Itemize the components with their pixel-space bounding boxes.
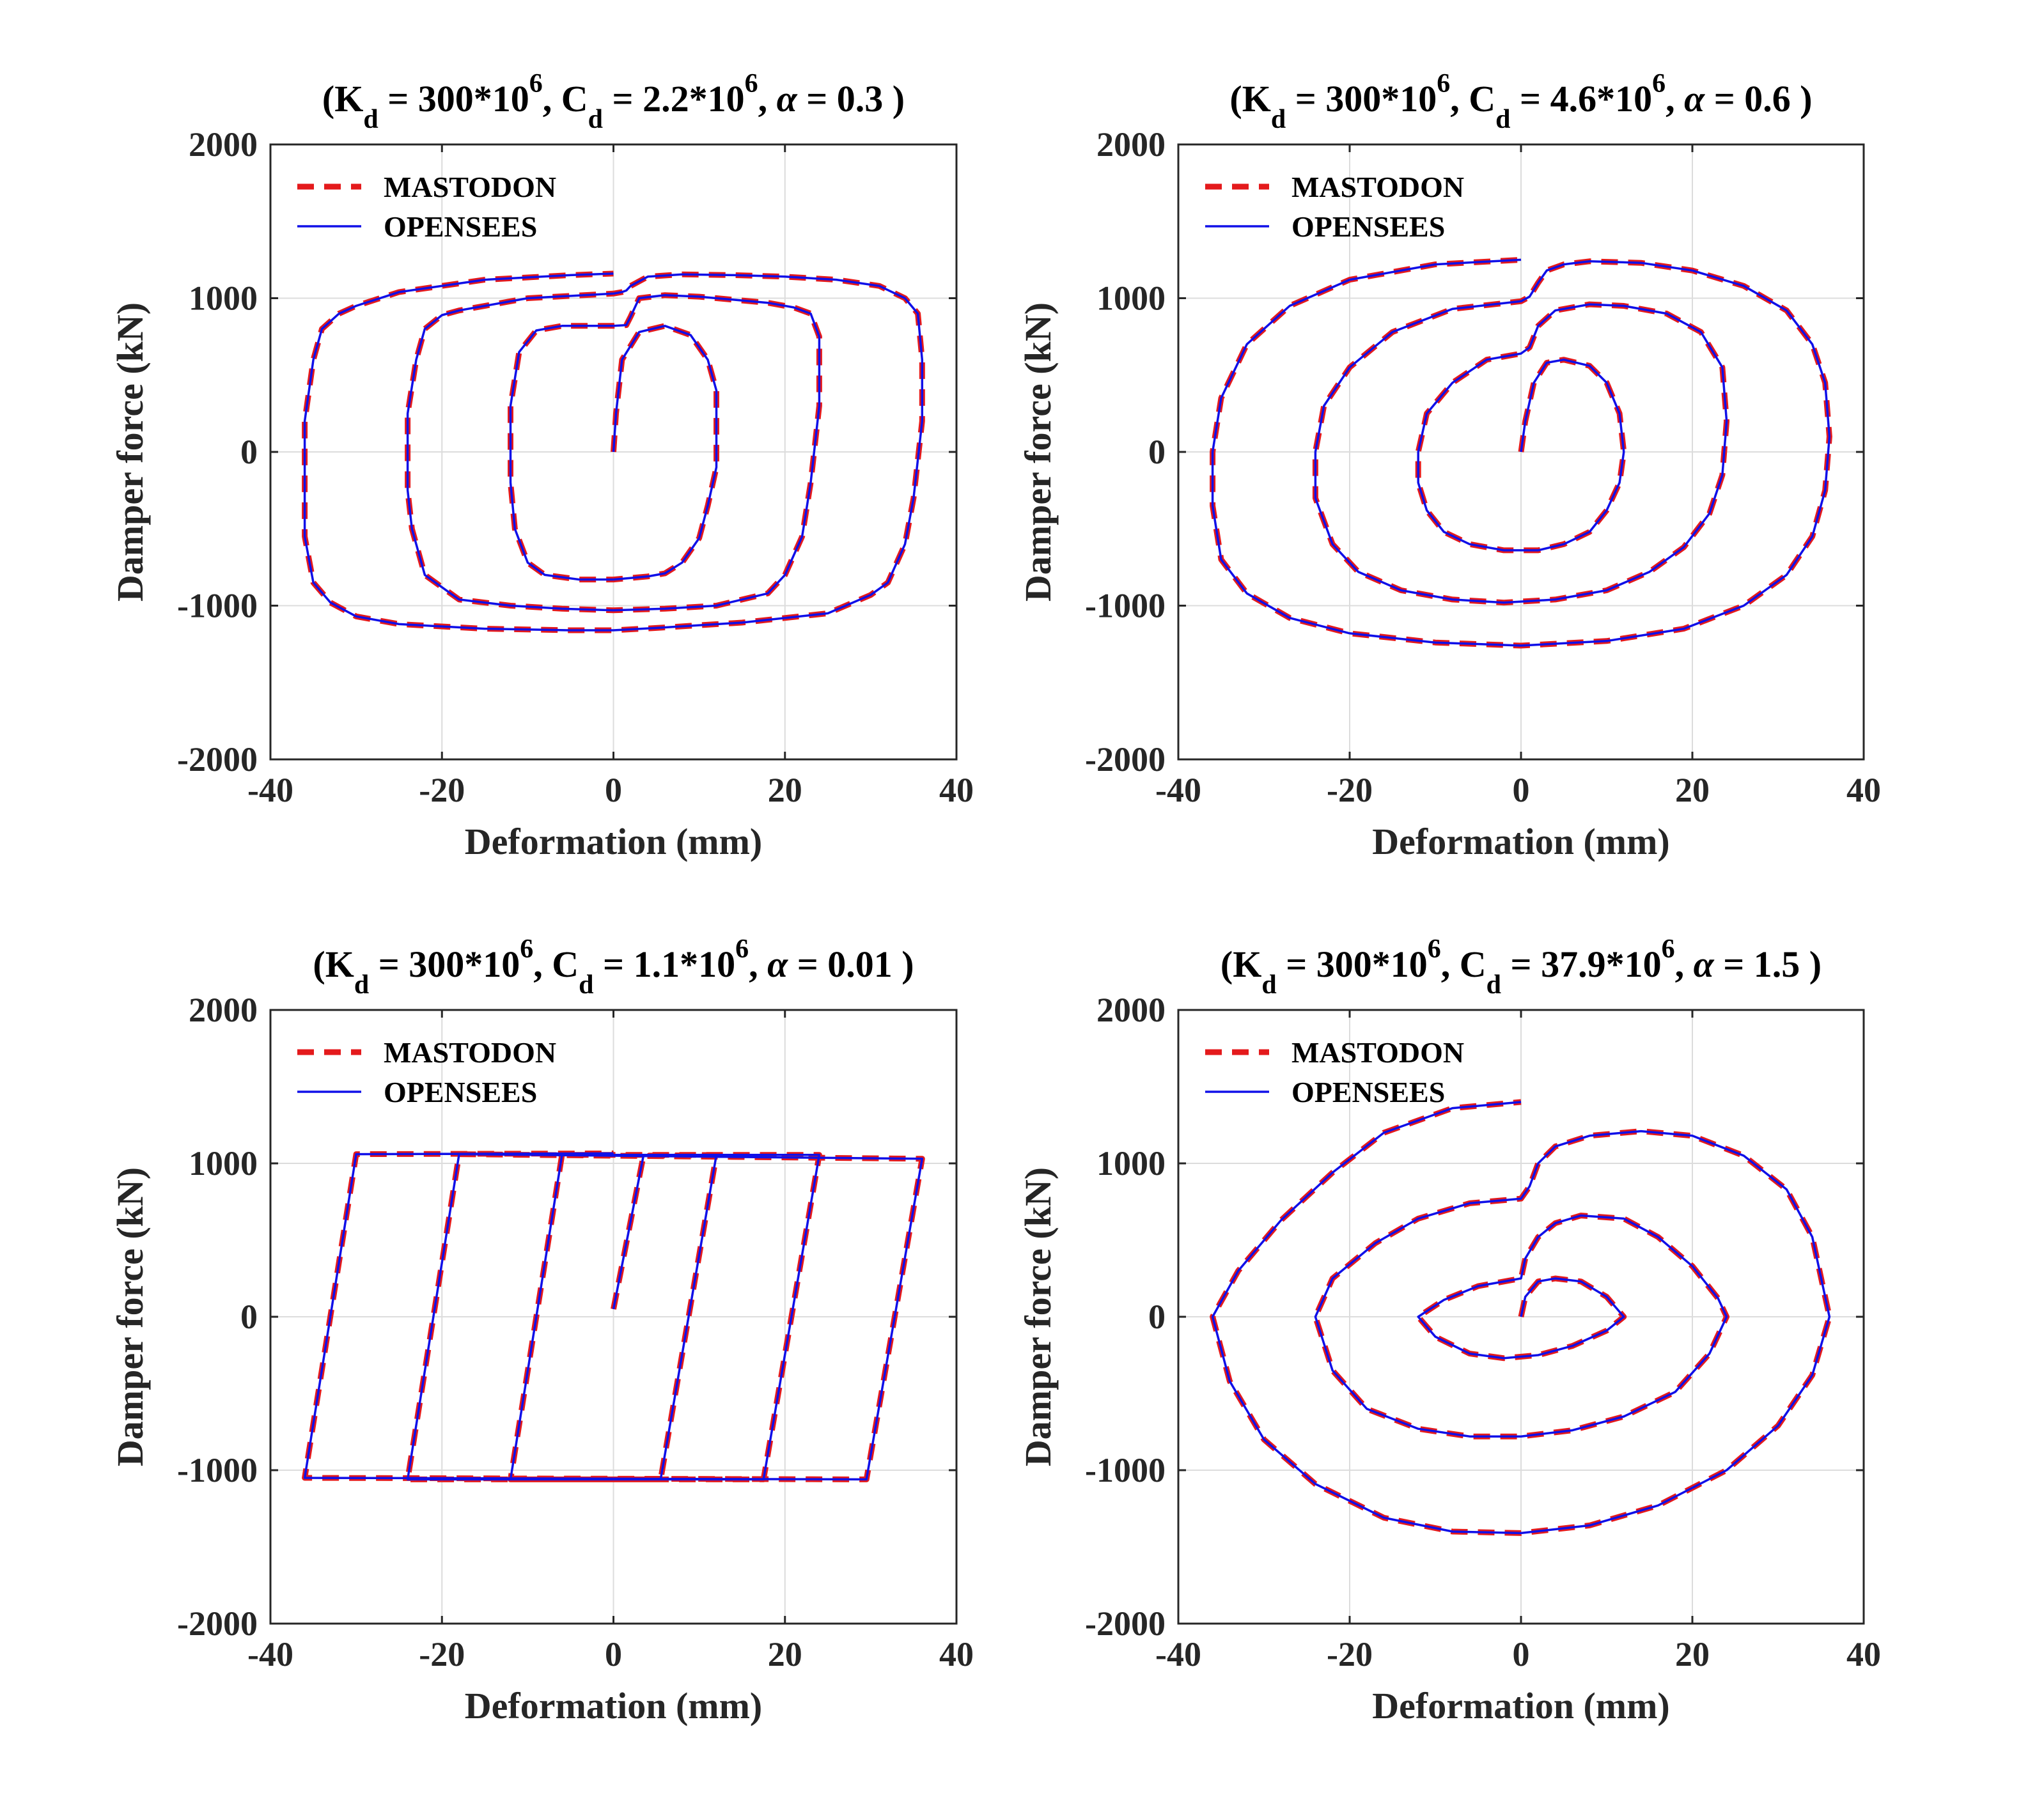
y-tick-label: 2000: [189, 991, 258, 1029]
legend-label-mastodon: MASTODON: [1291, 171, 1464, 203]
y-tick-label: 1000: [189, 1144, 258, 1183]
x-axis-label: Deformation (mm): [465, 821, 762, 862]
legend-label-mastodon: MASTODON: [384, 1036, 556, 1069]
x-tick-label: 40: [939, 771, 974, 809]
y-tick-label: 2000: [1096, 991, 1166, 1029]
panel-4: -40 -20 0 20 40 2000 1000 0 -1000 -2000 Deformatio…: [1017, 935, 1881, 1727]
x-tick-label: 0: [1513, 771, 1530, 809]
x-tick-label: 40: [1846, 1635, 1881, 1673]
x-tick-label: 40: [1846, 771, 1881, 809]
legend-label-mastodon: MASTODON: [384, 171, 556, 203]
x-tick-label: -40: [247, 771, 293, 809]
legend-label-opensees: OPENSEES: [384, 210, 537, 243]
x-axis-label: Deformation (mm): [1372, 1685, 1669, 1727]
y-tick-label: -2000: [177, 740, 258, 779]
y-tick-label: 0: [1148, 1298, 1166, 1336]
x-tick-label: 0: [1513, 1635, 1530, 1673]
y-tick-label: 0: [240, 1298, 258, 1336]
y-tick-label: 1000: [1096, 279, 1166, 318]
y-tick-label: 0: [240, 433, 258, 471]
x-tick-label: -40: [1155, 771, 1201, 809]
series-opensees-line: [1211, 1101, 1831, 1535]
y-axis-label: Damper force (kN): [1017, 1167, 1059, 1466]
y-tick-label: 2000: [189, 125, 258, 164]
y-axis-label: Damper force (kN): [109, 1167, 151, 1466]
legend-label-opensees: OPENSEES: [1291, 1076, 1445, 1108]
x-tick-label: 20: [1675, 771, 1710, 809]
legend-label-opensees: OPENSEES: [384, 1076, 537, 1108]
panel-title: (Kd = 300*106, Cd = 2.2*106, α = 0.3 ): [322, 69, 905, 134]
x-tick-label: -40: [1155, 1635, 1201, 1673]
y-tick-label: 1000: [1096, 1144, 1166, 1183]
panel-2: -40 -20 0 20 40 2000 1000 0 -1000 -2000 Deformatio…: [1017, 69, 1881, 862]
y-tick-label: -1000: [177, 587, 258, 625]
x-tick-label: 0: [605, 1635, 622, 1673]
legend-label-opensees: OPENSEES: [1291, 210, 1445, 243]
x-tick-label: 20: [768, 1635, 802, 1673]
y-tick-label: -2000: [177, 1604, 258, 1643]
legend: MASTODON OPENSEES: [1205, 171, 1464, 243]
x-tick-label: 0: [605, 771, 622, 809]
series-opensees-line: [303, 272, 924, 632]
panel-title: (Kd = 300*106, Cd = 1.1*106, α = 0.01 ): [313, 935, 914, 1000]
x-axis-label: Deformation (mm): [1372, 821, 1669, 862]
panel-title: (Kd = 300*106, Cd = 37.9*106, α = 1.5 ): [1221, 935, 1822, 1000]
panel-1: -40 -20 0 20 40 2000 1000 0 -1000 -2000 Deformatio…: [109, 69, 974, 862]
x-tick-label: -20: [1327, 1635, 1373, 1673]
y-axis-label: Damper force (kN): [109, 302, 151, 601]
y-axis-label: Damper force (kN): [1017, 302, 1059, 601]
legend: MASTODON OPENSEES: [297, 171, 556, 243]
y-tick-label: 1000: [189, 279, 258, 318]
y-tick-label: 2000: [1096, 125, 1166, 164]
panel-3: -40 -20 0 20 40 2000 1000 0 -1000 -2000 Deformatio…: [109, 935, 974, 1727]
series-opensees-line: [303, 1152, 924, 1481]
y-tick-label: 0: [1148, 433, 1166, 471]
y-tick-label: -1000: [1085, 587, 1166, 625]
x-tick-label: 20: [768, 771, 802, 809]
legend-label-mastodon: MASTODON: [1291, 1036, 1464, 1069]
y-tick-label: -1000: [177, 1451, 258, 1489]
legend: MASTODON OPENSEES: [1205, 1036, 1464, 1108]
x-tick-label: -20: [419, 771, 465, 809]
series-opensees-line: [1211, 258, 1831, 647]
legend: MASTODON OPENSEES: [297, 1036, 556, 1108]
y-tick-label: -2000: [1085, 740, 1166, 779]
x-tick-label: 20: [1675, 1635, 1710, 1673]
x-tick-label: -20: [1327, 771, 1373, 809]
x-tick-label: -20: [419, 1635, 465, 1673]
grid: [270, 1010, 956, 1624]
panel-title: (Kd = 300*106, Cd = 4.6*106, α = 0.6 ): [1229, 69, 1812, 134]
x-axis-label: Deformation (mm): [465, 1685, 762, 1727]
y-tick-label: -1000: [1085, 1451, 1166, 1489]
x-tick-label: -40: [247, 1635, 293, 1673]
x-tick-label: 40: [939, 1635, 974, 1673]
y-tick-label: -2000: [1085, 1604, 1166, 1643]
